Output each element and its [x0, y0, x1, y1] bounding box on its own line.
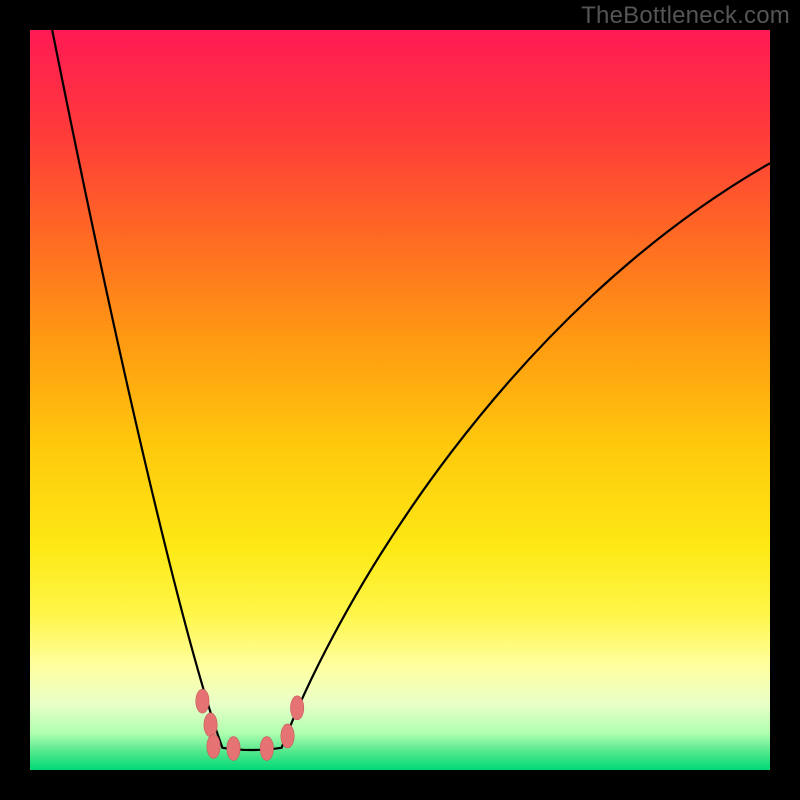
curve-marker [207, 734, 220, 758]
bottleneck-curve [52, 30, 770, 750]
curve-layer [30, 30, 770, 770]
plot-area [30, 30, 770, 770]
curve-marker [204, 713, 217, 737]
curve-marker [290, 696, 303, 720]
curve-marker [281, 724, 294, 748]
curve-marker [260, 737, 273, 761]
watermark-text: TheBottleneck.com [581, 2, 790, 30]
curve-marker [196, 689, 209, 713]
curve-marker [227, 737, 240, 761]
chart-frame: TheBottleneck.com [0, 0, 800, 800]
